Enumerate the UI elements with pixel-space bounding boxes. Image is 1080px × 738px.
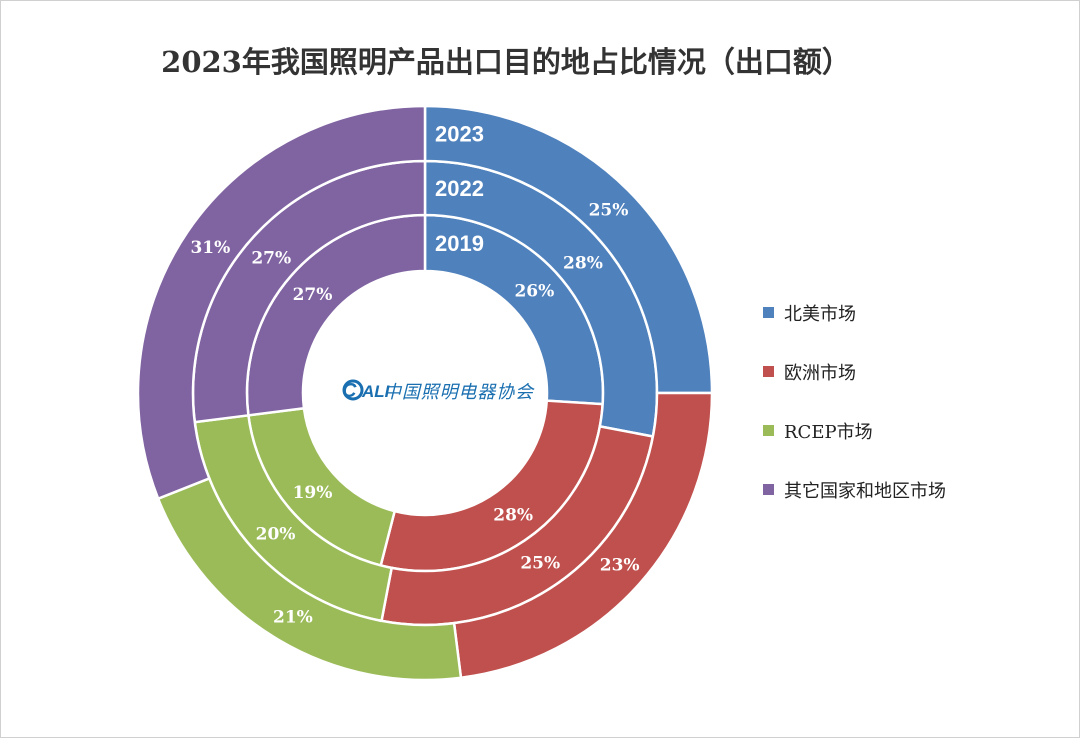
legend-label-north-america: 北美市场 <box>784 303 856 325</box>
legend-swatch-europe <box>763 366 774 377</box>
legend-item-rcep: RCEP市场 <box>763 401 946 460</box>
legend-label-rcep: RCEP市场 <box>784 421 873 443</box>
ring-2023-label-other: 31% <box>190 238 230 258</box>
legend-swatch-rcep <box>763 425 774 436</box>
legend-swatch-other <box>763 484 774 495</box>
ring-2023-label-rcep: 21% <box>273 607 313 627</box>
association-logo: C ALI 中国照明电器协会 <box>342 379 535 403</box>
ring-2019-year-label: 2019 <box>435 231 484 256</box>
svg-text:中国照明电器协会: 中国照明电器协会 <box>383 382 535 403</box>
legend-label-europe: 欧洲市场 <box>784 362 856 384</box>
svg-text:ALI: ALI <box>361 382 391 401</box>
legend-swatch-north-america <box>763 307 774 318</box>
ring-2019-label-europe: 28% <box>493 505 533 525</box>
ring-2023-segment-other <box>136 104 427 501</box>
legend-item-north-america: 北美市场 <box>763 283 946 342</box>
ring-2019-label-rcep: 19% <box>293 483 333 503</box>
donut-rings: 26% 28% 19% 27% 2019 28% 25% 20% 27% 2022 25% 23% 21… <box>136 104 714 682</box>
chart-title: 2023年我国照明产品出口目的地占比情况（出口额） <box>161 45 851 79</box>
ring-2022-label-rcep: 20% <box>256 524 296 544</box>
ring-2022-year-label: 2022 <box>435 176 484 201</box>
ring-2023-label-europe: 23% <box>600 556 640 576</box>
legend-label-other: 其它国家和地区市场 <box>784 480 946 502</box>
ring-2022-label-north-america: 28% <box>563 253 603 273</box>
ring-2023-label-north-america: 25% <box>589 201 629 221</box>
legend-item-europe: 欧洲市场 <box>763 342 946 401</box>
svg-text:C: C <box>342 380 357 402</box>
chart-legend: 北美市场 欧洲市场 RCEP市场 其它国家和地区市场 <box>763 283 946 519</box>
ring-2022-label-other: 27% <box>251 248 291 268</box>
ring-2019-label-north-america: 26% <box>514 281 554 301</box>
ring-2022-label-europe: 25% <box>520 554 560 574</box>
legend-item-other: 其它国家和地区市场 <box>763 460 946 519</box>
ring-2019-label-other: 27% <box>293 285 333 305</box>
ring-2023-year-label: 2023 <box>435 122 484 147</box>
